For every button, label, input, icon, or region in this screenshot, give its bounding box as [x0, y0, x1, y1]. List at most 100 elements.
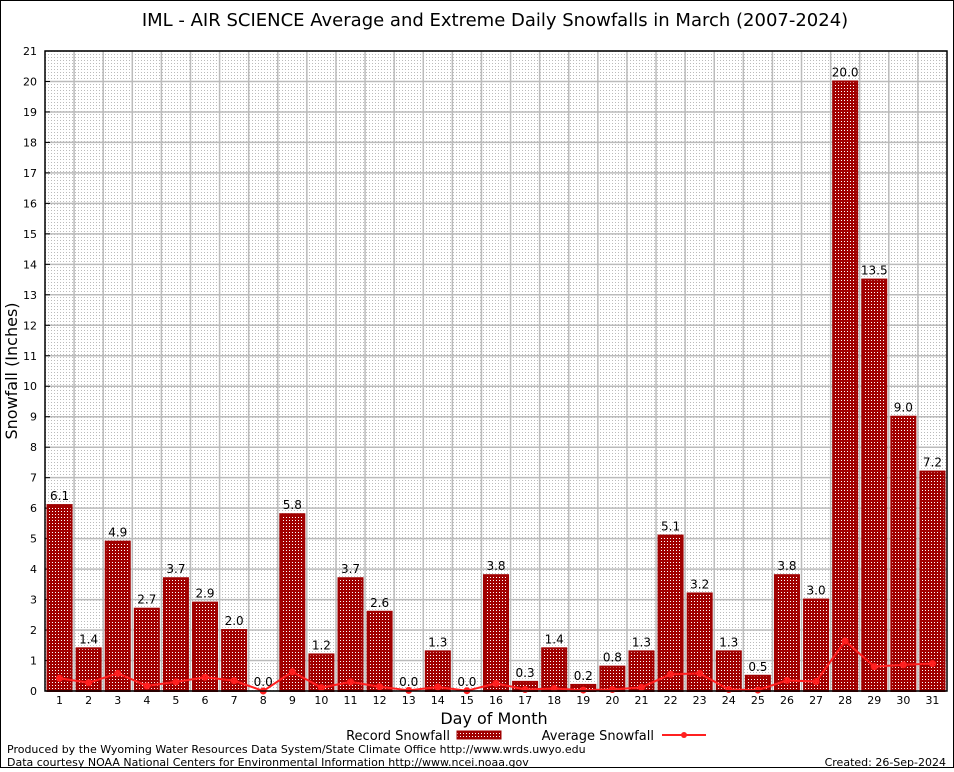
chart-title: IML - AIR SCIENCE Average and Extreme Da… [142, 10, 848, 31]
bar-value-label: 4.9 [108, 526, 127, 540]
x-tick-label: 24 [722, 694, 736, 707]
y-tick-label: 13 [23, 289, 37, 302]
record-bar [890, 415, 917, 692]
average-point [85, 679, 93, 687]
y-tick-label: 18 [23, 136, 37, 149]
average-point [492, 679, 500, 687]
x-tick-label: 28 [838, 694, 852, 707]
average-point [667, 670, 675, 678]
record-bar [657, 534, 684, 692]
bar-value-label: 0.5 [748, 660, 767, 674]
record-bar [483, 574, 509, 693]
average-point [288, 668, 296, 676]
average-point [56, 674, 64, 682]
x-tick-label: 10 [314, 694, 328, 707]
bar-value-label: 7.2 [923, 456, 942, 470]
x-tick-label: 4 [143, 694, 150, 707]
x-tick-label: 8 [260, 694, 267, 707]
record-bar [803, 598, 830, 692]
bar-value-label: 9.0 [894, 401, 913, 415]
x-tick-label: 5 [172, 694, 179, 707]
x-tick-label: 20 [605, 694, 619, 707]
x-tick-label: 15 [460, 694, 474, 707]
average-point [230, 677, 238, 685]
bar-value-label: 1.4 [545, 632, 564, 646]
bar-value-label: 3.8 [777, 559, 796, 573]
average-point [114, 669, 122, 677]
average-point [637, 683, 645, 691]
x-tick-label: 1 [56, 694, 63, 707]
bar-value-label: 0.0 [457, 675, 476, 689]
y-tick-label: 4 [30, 563, 37, 576]
average-point [608, 685, 616, 693]
bar-value-label: 2.7 [137, 593, 156, 607]
record-bar [628, 650, 655, 693]
bar-value-label: 0.8 [603, 651, 622, 665]
plot-frame [44, 50, 948, 692]
bar-value-label: 0.2 [574, 669, 593, 683]
y-tick-label: 15 [23, 228, 37, 241]
average-point [899, 661, 907, 669]
y-tick-label: 7 [30, 472, 37, 485]
record-bar [861, 278, 888, 692]
x-tick-label: 7 [231, 694, 238, 707]
x-tick-label: 18 [547, 694, 561, 707]
bar-value-label: 20.0 [832, 65, 859, 79]
bar-value-label: 5.1 [661, 520, 680, 534]
legend-record-label: Record Snowfall [346, 729, 450, 744]
y-tick-label: 6 [30, 502, 37, 515]
y-tick-label: 21 [23, 45, 37, 58]
x-tick-label: 31 [925, 694, 939, 707]
bar-value-label: 1.3 [632, 635, 651, 649]
record-bar [104, 540, 131, 693]
average-point [812, 678, 820, 686]
average-point [696, 669, 704, 677]
average-point [434, 683, 442, 691]
average-point [347, 678, 355, 686]
x-axis-label: Day of Month [440, 709, 547, 728]
average-point [928, 660, 936, 668]
x-tick-label: 23 [693, 694, 707, 707]
record-bar [162, 577, 189, 692]
x-tick-label: 26 [780, 694, 794, 707]
record-bars [46, 80, 946, 693]
y-tick-label: 5 [30, 533, 37, 546]
record-bar [133, 607, 160, 693]
bar-value-label: 3.7 [341, 562, 360, 576]
x-tick-label: 16 [489, 694, 503, 707]
y-axis-label: Snowfall (Inches) [2, 302, 21, 439]
y-tick-label: 11 [23, 350, 37, 363]
bar-value-label: 1.4 [79, 632, 98, 646]
record-bar [541, 647, 568, 692]
average-point [521, 685, 529, 693]
bar-value-label: 5.8 [283, 498, 302, 512]
average-point [201, 673, 209, 681]
x-tick-label: 2 [85, 694, 92, 707]
y-tick-label: 1 [30, 655, 37, 668]
x-tick-label: 21 [634, 694, 648, 707]
average-point [579, 686, 587, 694]
bar-value-label: 3.7 [166, 562, 185, 576]
y-tick-label: 20 [23, 75, 37, 88]
bar-value-label: 2.9 [195, 587, 214, 601]
bar-value-label: 6.1 [50, 489, 69, 503]
x-tick-label: 14 [431, 694, 445, 707]
y-tick-label: 10 [23, 380, 37, 393]
x-tick-label: 6 [202, 694, 209, 707]
x-tick-label: 29 [867, 694, 881, 707]
bar-value-label: 13.5 [861, 264, 888, 278]
footer-data-courtesy: Data courtesy NOAA National Centers for … [7, 756, 529, 768]
footer-created: Created: 26-Sep-2024 [825, 756, 946, 768]
y-tick-label: 12 [23, 319, 37, 332]
y-tick-label: 16 [23, 197, 37, 210]
record-bar [773, 574, 800, 693]
legend: Record Snowfall Average Snowfall [346, 729, 706, 744]
bar-value-label: 2.6 [370, 596, 389, 610]
record-bar [46, 504, 73, 692]
x-tick-label: 11 [344, 694, 358, 707]
y-tick-label: 14 [23, 258, 37, 271]
bar-value-label: 1.3 [428, 635, 447, 649]
bar-value-label: 0.0 [254, 675, 273, 689]
